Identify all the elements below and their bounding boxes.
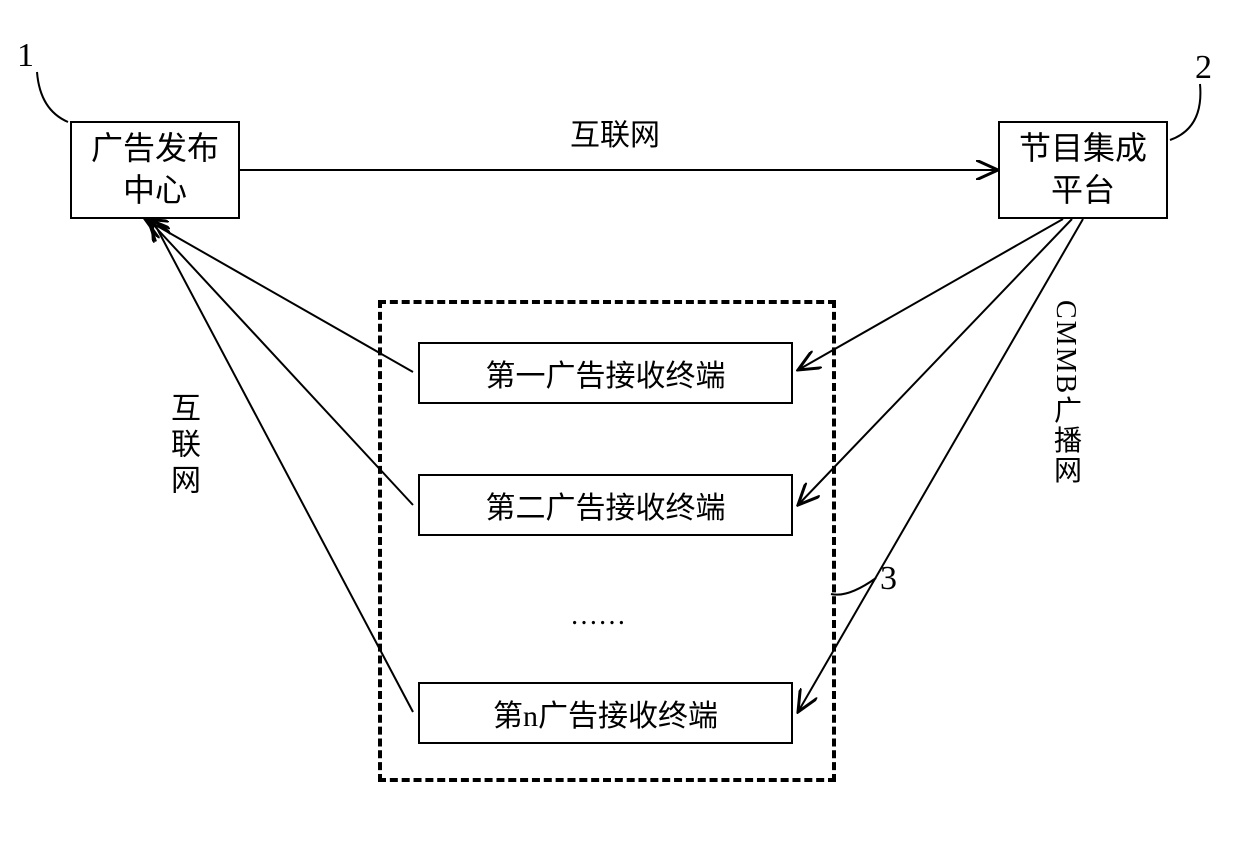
edge-label-left: 互联网: [160, 392, 204, 500]
terminal-n-label: 第n广告接收终端: [493, 691, 718, 735]
terminal-1: 第一广告接收终端: [418, 342, 793, 404]
callout-3: 3: [880, 560, 897, 598]
node-ad-center-label: 广告发布 中心: [91, 128, 219, 211]
callout-2: 2: [1195, 49, 1212, 87]
terminal-2-label: 第二广告接收终端: [486, 483, 726, 527]
terminal-2: 第二广告接收终端: [418, 474, 793, 536]
node-platform-label: 节目集成 平台: [1019, 128, 1147, 211]
node-platform: 节目集成 平台: [998, 121, 1168, 219]
terminal-1-label: 第一广告接收终端: [486, 351, 726, 395]
edge-label-top: 互联网: [570, 110, 660, 154]
ellipsis: ……: [570, 600, 626, 632]
terminal-n: 第n广告接收终端: [418, 682, 793, 744]
callout-1: 1: [17, 37, 34, 75]
node-ad-center: 广告发布 中心: [70, 121, 240, 219]
edge-label-right: CMMB广播网: [1045, 300, 1085, 485]
